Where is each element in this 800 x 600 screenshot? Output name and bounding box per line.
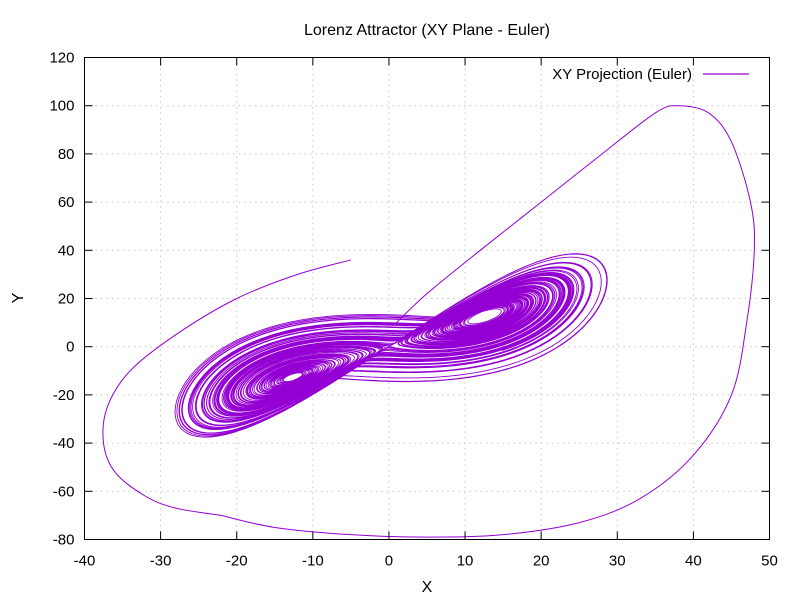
y-tick-label: 40 <box>58 242 75 259</box>
chart-title: Lorenz Attractor (XY Plane - Euler) <box>304 22 550 39</box>
legend-label: XY Projection (Euler) <box>552 66 692 83</box>
x-tick-label: 50 <box>761 553 778 570</box>
axis-ticks: -40 -30 -20 -10 0 10 20 30 40 50 -80 -60 -40 -20 0 20 40… <box>49 50 777 570</box>
plot-frame <box>84 57 770 540</box>
x-tick-label: 30 <box>609 553 626 570</box>
x-tick-label: 20 <box>533 553 550 570</box>
y-tick-label: -40 <box>53 435 75 452</box>
y-tick-label: -20 <box>53 387 75 404</box>
series-line-outer-orbit <box>102 259 352 516</box>
plot-area <box>102 105 755 538</box>
y-axis-label: Y <box>10 292 27 303</box>
y-tick-label: -60 <box>53 483 75 500</box>
x-tick-label: -20 <box>226 553 248 570</box>
x-tick-label: -40 <box>74 553 96 570</box>
y-tick-label: 100 <box>49 98 74 115</box>
series-line-main <box>174 253 608 438</box>
x-tick-label: 40 <box>685 553 702 570</box>
x-tick-label: 10 <box>457 553 474 570</box>
series-line-excursion <box>221 105 755 538</box>
x-tick-label: -10 <box>302 553 324 570</box>
legend: XY Projection (Euler) <box>552 66 749 83</box>
y-tick-label: -80 <box>53 532 75 549</box>
y-tick-label: 80 <box>58 146 75 163</box>
x-tick-label: 0 <box>385 553 393 570</box>
y-tick-label: 0 <box>66 339 74 356</box>
grid <box>84 57 770 540</box>
y-tick-label: 120 <box>49 50 74 67</box>
x-tick-label: -30 <box>150 553 172 570</box>
y-tick-label: 20 <box>58 291 75 308</box>
y-tick-label: 60 <box>58 194 75 211</box>
x-axis-label: X <box>422 579 433 596</box>
